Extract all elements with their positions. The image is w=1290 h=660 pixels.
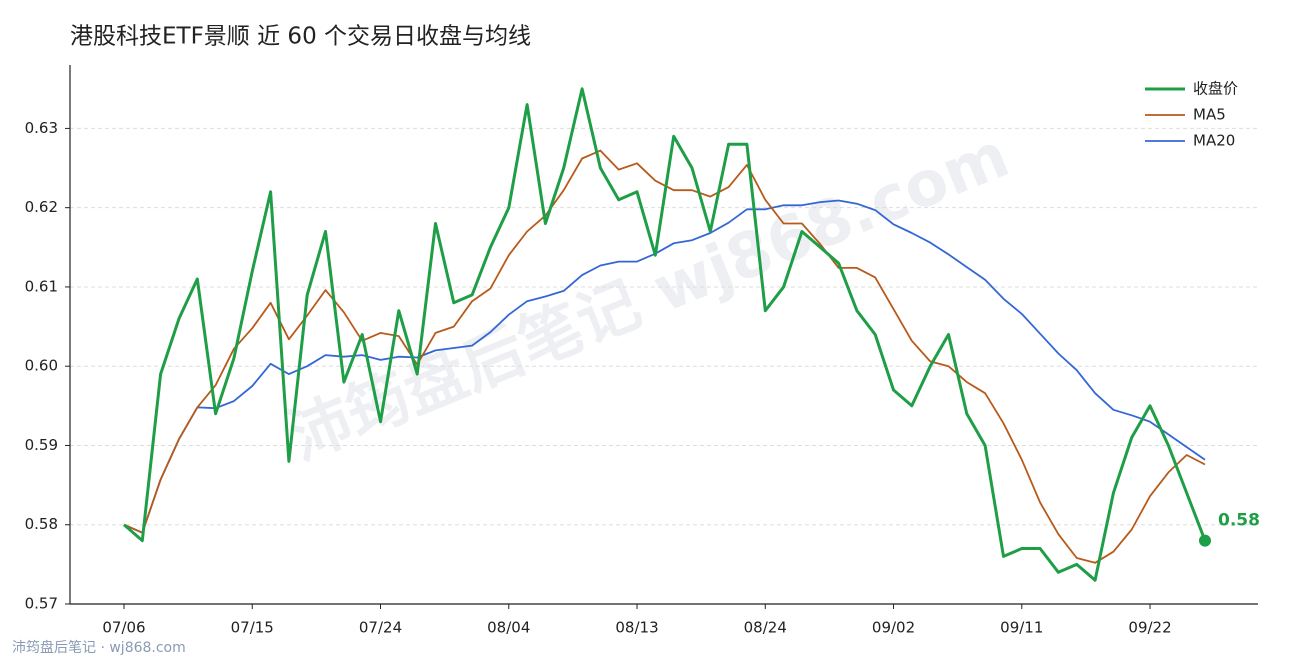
x-tick-label: 08/24 [744, 619, 787, 637]
series-line [123, 87, 1207, 582]
footer: 沛筠盘后笔记 · wj868.com [12, 639, 186, 656]
y-tick-label: 0.62 [25, 198, 58, 216]
watermark: 沛筠盘后笔记 wj868.com [278, 118, 1018, 474]
y-tick-label: 0.59 [25, 436, 58, 454]
x-tick-label: 09/02 [872, 619, 915, 637]
y-tick-label: 0.60 [25, 357, 58, 375]
data-label: 0.58 [1218, 511, 1260, 531]
y-tick-label: 0.63 [25, 119, 58, 137]
legend-label: MA5 [1193, 106, 1226, 124]
legend-label: MA20 [1193, 132, 1235, 150]
x-tick-label: 09/11 [1000, 619, 1043, 637]
x-tick-label: 08/04 [487, 619, 530, 637]
chart-title: 港股科技ETF景顺 近 60 个交易日收盘与均线 [70, 24, 531, 50]
y-tick-label: 0.58 [25, 515, 58, 533]
x-tick-label: 07/06 [102, 619, 145, 637]
x-tick-label: 08/13 [615, 619, 658, 637]
end-point [1199, 534, 1211, 547]
x-tick-label: 07/24 [359, 619, 402, 637]
x-tick-label: 07/15 [231, 619, 274, 637]
x-tick-label: 09/22 [1128, 619, 1171, 637]
series-line [123, 149, 1206, 564]
y-tick-label: 0.57 [25, 595, 58, 613]
legend-label: 收盘价 [1193, 80, 1238, 98]
series-line [123, 199, 1206, 534]
y-tick-label: 0.61 [25, 277, 58, 295]
